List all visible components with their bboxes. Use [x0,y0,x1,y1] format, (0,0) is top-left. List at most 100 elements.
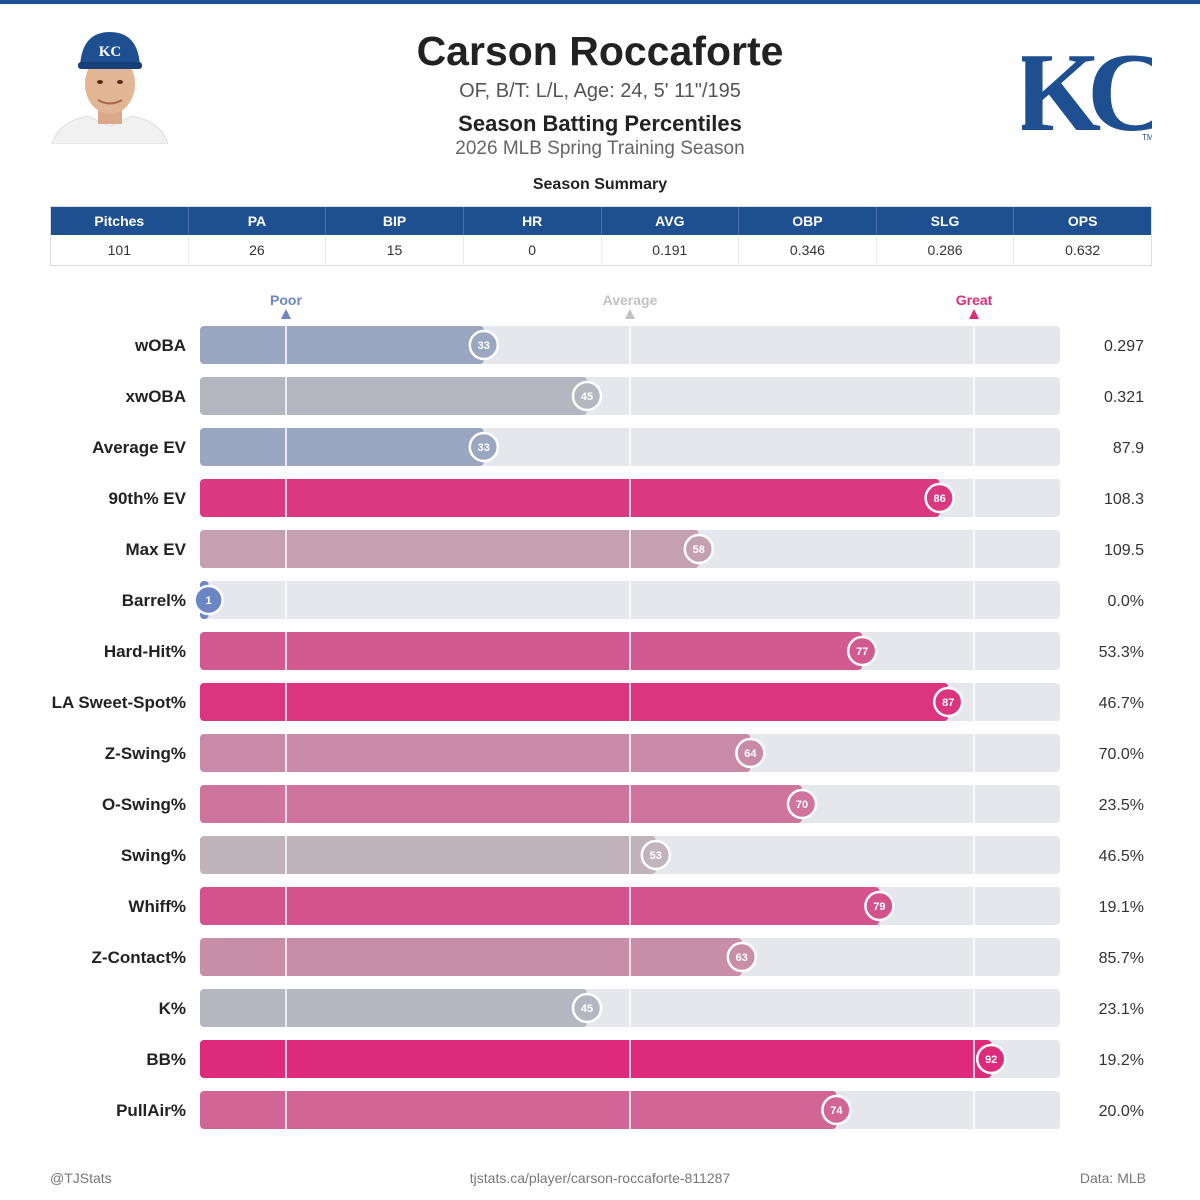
footer-url: tjstats.ca/player/carson-roccaforte-8112… [469,1170,731,1186]
percentile-value: 63 [736,952,748,964]
percentile-badge [571,380,603,412]
stat-value: 23.1% [1099,1001,1144,1018]
summary-header-cell: OPS [1067,213,1098,229]
percentile-badge [821,1094,852,1126]
metric-label: wOBA [134,336,186,355]
percentile-bar [200,1040,992,1078]
percentile-value: 70 [796,799,808,811]
svg-text:KC: KC [1022,31,1152,146]
footer-source: Data: MLB [1079,1170,1146,1186]
metric-label: Swing% [121,846,186,865]
percentile-value: 87 [942,697,954,709]
percentile-value: 58 [693,544,705,556]
percentile-badge [640,839,672,871]
player-name: Carson Roccaforte [416,28,784,74]
summary-title: Season Summary [532,176,668,193]
percentile-bar [200,632,863,670]
percentile-bar [200,989,587,1027]
stat-value: 23.5% [1099,797,1144,814]
percentile-value: 74 [830,1105,843,1117]
svg-text:KC: KC [99,44,122,60]
percentile-value: 86 [933,493,945,505]
percentile-value: 64 [744,748,757,760]
stat-value: 108.3 [1104,491,1144,508]
percentile-bar [200,530,699,568]
stat-value: 46.5% [1099,848,1144,865]
metric-label: xwOBA [126,387,186,406]
stat-value: 0.0% [1108,593,1144,610]
summary-header-cell: AVG [602,207,740,235]
summary-header-cell: SLG [877,207,1015,235]
metric-label: Whiff% [128,897,186,916]
summary-value-row: 101 26 15 0 0.191 0.346 0.286 0.632 [51,235,1151,265]
percentile-badge [975,1043,1007,1075]
percentile-badge [468,431,500,463]
metric-label: Hard-Hit% [104,642,186,661]
percentile-bar [200,1091,837,1129]
stat-value: 0.297 [1104,338,1144,355]
percentile-badge [846,635,878,667]
footer-handle: @TJStats [50,1170,112,1186]
reference-marker-triangle [281,309,291,319]
percentile-value: 92 [985,1054,997,1066]
percentile-bar [200,683,949,721]
metric-label: K% [159,999,186,1018]
summary-value-cell: 101 [51,235,189,265]
metric-label: Z-Contact% [92,948,186,967]
percentile-badge [468,329,500,361]
percentile-bar [200,734,751,772]
summary-header-cell: PA [189,207,327,235]
percentile-bar [200,938,742,976]
percentile-badge [924,482,955,514]
percentile-badge [932,686,964,718]
summary-header-cell: Pitches [51,207,189,235]
metric-label: BB% [146,1050,186,1069]
metric-label: PullAir% [116,1101,186,1120]
percentile-bar [200,326,484,364]
chart-subtitle: Season Batting Percentiles [458,111,742,136]
stat-value: 87.9 [1113,440,1144,457]
percentile-badge [735,737,766,769]
metric-label: 90th% EV [109,489,187,508]
player-bio: OF, B/T: L/L, Age: 24, 5' 11"/195 [459,80,741,102]
percentile-bar [200,377,587,415]
team-logo: KC TM [1022,31,1152,146]
svg-text:TM: TM [1142,133,1152,142]
percentile-badge [786,788,818,820]
percentile-badge [864,890,895,922]
summary-header-cell: BIP [326,207,464,235]
percentile-bar [200,785,802,823]
metric-label: O-Swing% [102,795,186,814]
stat-value: 19.1% [1099,899,1144,916]
stat-value: 0.321 [1104,389,1144,406]
percentile-value: 33 [478,442,490,454]
reference-label: Poor [270,292,302,308]
percentile-value: 1 [206,595,212,607]
stat-value: 85.7% [1099,950,1144,967]
stat-value: 70.0% [1099,746,1144,763]
reference-marker-triangle [625,309,635,319]
reference-label: Average [603,292,658,308]
reference-marker-triangle [969,309,979,319]
percentile-bar-chart: Poor Average Great wOBA 33 0.297 xwOBA 45 0.321 A… [52,292,1144,1129]
percentile-badge [726,941,758,973]
metric-label: Z-Swing% [105,744,186,763]
top-accent-bar [0,0,1200,4]
percentile-bar [200,479,940,517]
metric-label: Max EV [126,540,187,559]
summary-value-cell: 0.286 [877,235,1015,265]
summary-value-cell: 0.632 [1065,242,1101,258]
summary-value-cell: 0 [464,235,602,265]
stat-value: 109.5 [1104,542,1144,559]
summary-value-cell: 0.346 [739,235,877,265]
summary-value-cell: 15 [326,235,464,265]
percentile-value: 45 [581,1003,593,1015]
percentile-value: 45 [581,391,593,403]
season-label: 2026 MLB Spring Training Season [455,138,745,159]
reference-label: Great [956,292,993,308]
summary-header-cell: HR [464,207,602,235]
percentile-bar [200,428,484,466]
percentile-bar [200,887,880,925]
percentile-value: 53 [650,850,662,862]
stat-value: 53.3% [1099,644,1144,661]
